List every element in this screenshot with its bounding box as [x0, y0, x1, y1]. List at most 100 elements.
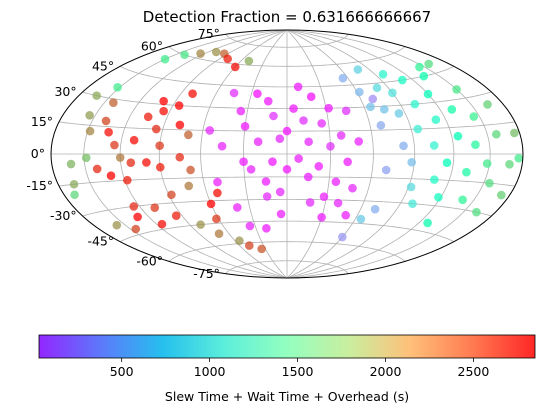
data-point	[106, 171, 116, 180]
data-point	[276, 209, 286, 219]
data-point	[406, 182, 416, 192]
data-point	[485, 178, 494, 188]
data-point	[186, 165, 195, 175]
data-point	[92, 164, 102, 174]
data-point	[206, 199, 216, 209]
data-point	[167, 190, 176, 200]
data-point	[492, 129, 501, 139]
data-point	[126, 158, 136, 167]
colorbar-tick-label: 1500	[282, 364, 314, 379]
data-point	[261, 177, 271, 186]
data-point	[317, 213, 326, 222]
data-point	[269, 111, 278, 121]
data-point	[306, 92, 316, 102]
data-point	[142, 158, 151, 167]
data-point	[66, 159, 76, 169]
data-point	[293, 82, 303, 92]
data-point	[429, 175, 439, 184]
data-point	[143, 112, 153, 122]
data-point	[69, 179, 79, 189]
data-point	[336, 131, 346, 140]
data-point	[214, 229, 224, 238]
data-point	[196, 220, 205, 229]
data-point	[434, 192, 443, 202]
data-point	[324, 103, 333, 113]
data-point	[188, 89, 197, 99]
data-point	[376, 121, 386, 130]
colorbar-ticks: 500 1000 1500 2000 2500	[110, 358, 489, 379]
data-point	[514, 153, 524, 163]
parallel-line	[119, 220, 455, 243]
data-point	[304, 137, 313, 147]
data-point	[101, 116, 111, 126]
lat-tick-label: -75°	[193, 266, 220, 281]
parallel-line	[225, 260, 349, 274]
data-point	[462, 167, 471, 177]
data-point	[471, 140, 480, 150]
data-point	[211, 47, 221, 57]
data-point	[419, 71, 429, 81]
data-point	[129, 202, 139, 211]
data-point	[379, 105, 389, 114]
colorbar-tick-label: 500	[110, 364, 134, 379]
data-point	[447, 105, 457, 114]
data-point	[469, 112, 479, 121]
data-point	[246, 165, 256, 174]
data-point	[381, 165, 391, 175]
parallel-line	[82, 198, 492, 217]
map-outline	[50, 29, 524, 279]
data-point	[510, 128, 519, 138]
colorbar-tick-label: 2000	[370, 364, 402, 379]
data-point	[174, 101, 184, 110]
latitude-tick-labels: 75° 60° 45° 30°15° 0° -15° -30° -45° -60° -75°	[26, 26, 220, 281]
data-point	[262, 192, 272, 201]
data-point	[223, 54, 232, 64]
data-point	[482, 159, 492, 168]
data-point	[245, 241, 254, 250]
lat-tick-label: 75°	[198, 26, 220, 41]
data-point	[399, 141, 408, 151]
data-point	[294, 154, 303, 163]
data-point	[159, 96, 168, 106]
data-point	[213, 177, 222, 187]
data-point	[343, 157, 352, 167]
data-point	[355, 87, 364, 97]
data-point	[398, 75, 407, 85]
data-point	[81, 153, 91, 163]
data-point	[472, 207, 481, 217]
data-point	[354, 137, 364, 146]
data-point	[423, 89, 433, 99]
data-point	[453, 131, 463, 141]
data-point	[424, 59, 433, 69]
data-point	[92, 91, 101, 100]
data-point	[184, 181, 194, 191]
data-point	[415, 62, 424, 72]
data-point	[413, 124, 423, 134]
colorbar-tick-label: 1000	[194, 364, 226, 379]
data-point	[303, 172, 313, 182]
lat-tick-label: 45°	[92, 58, 114, 73]
data-point	[109, 98, 118, 107]
data-point	[483, 100, 492, 109]
parallel-line	[225, 34, 349, 48]
data-point	[378, 70, 388, 79]
parallel-line	[168, 46, 406, 67]
data-point	[213, 188, 222, 198]
data-point	[317, 119, 326, 128]
data-point	[319, 192, 329, 202]
data-point	[155, 141, 164, 151]
data-point	[113, 83, 122, 92]
lat-tick-label: 15°	[31, 114, 53, 129]
data-point	[282, 126, 292, 136]
data-point	[372, 83, 382, 93]
parallel-line	[82, 91, 492, 110]
data-point	[452, 85, 461, 94]
data-point	[104, 127, 113, 137]
data-point	[159, 106, 168, 116]
data-point	[353, 65, 363, 74]
data-point	[235, 236, 244, 246]
data-point	[112, 220, 122, 230]
lat-tick-label: -45°	[87, 234, 114, 249]
data-point	[253, 89, 262, 99]
data-point	[289, 104, 298, 113]
